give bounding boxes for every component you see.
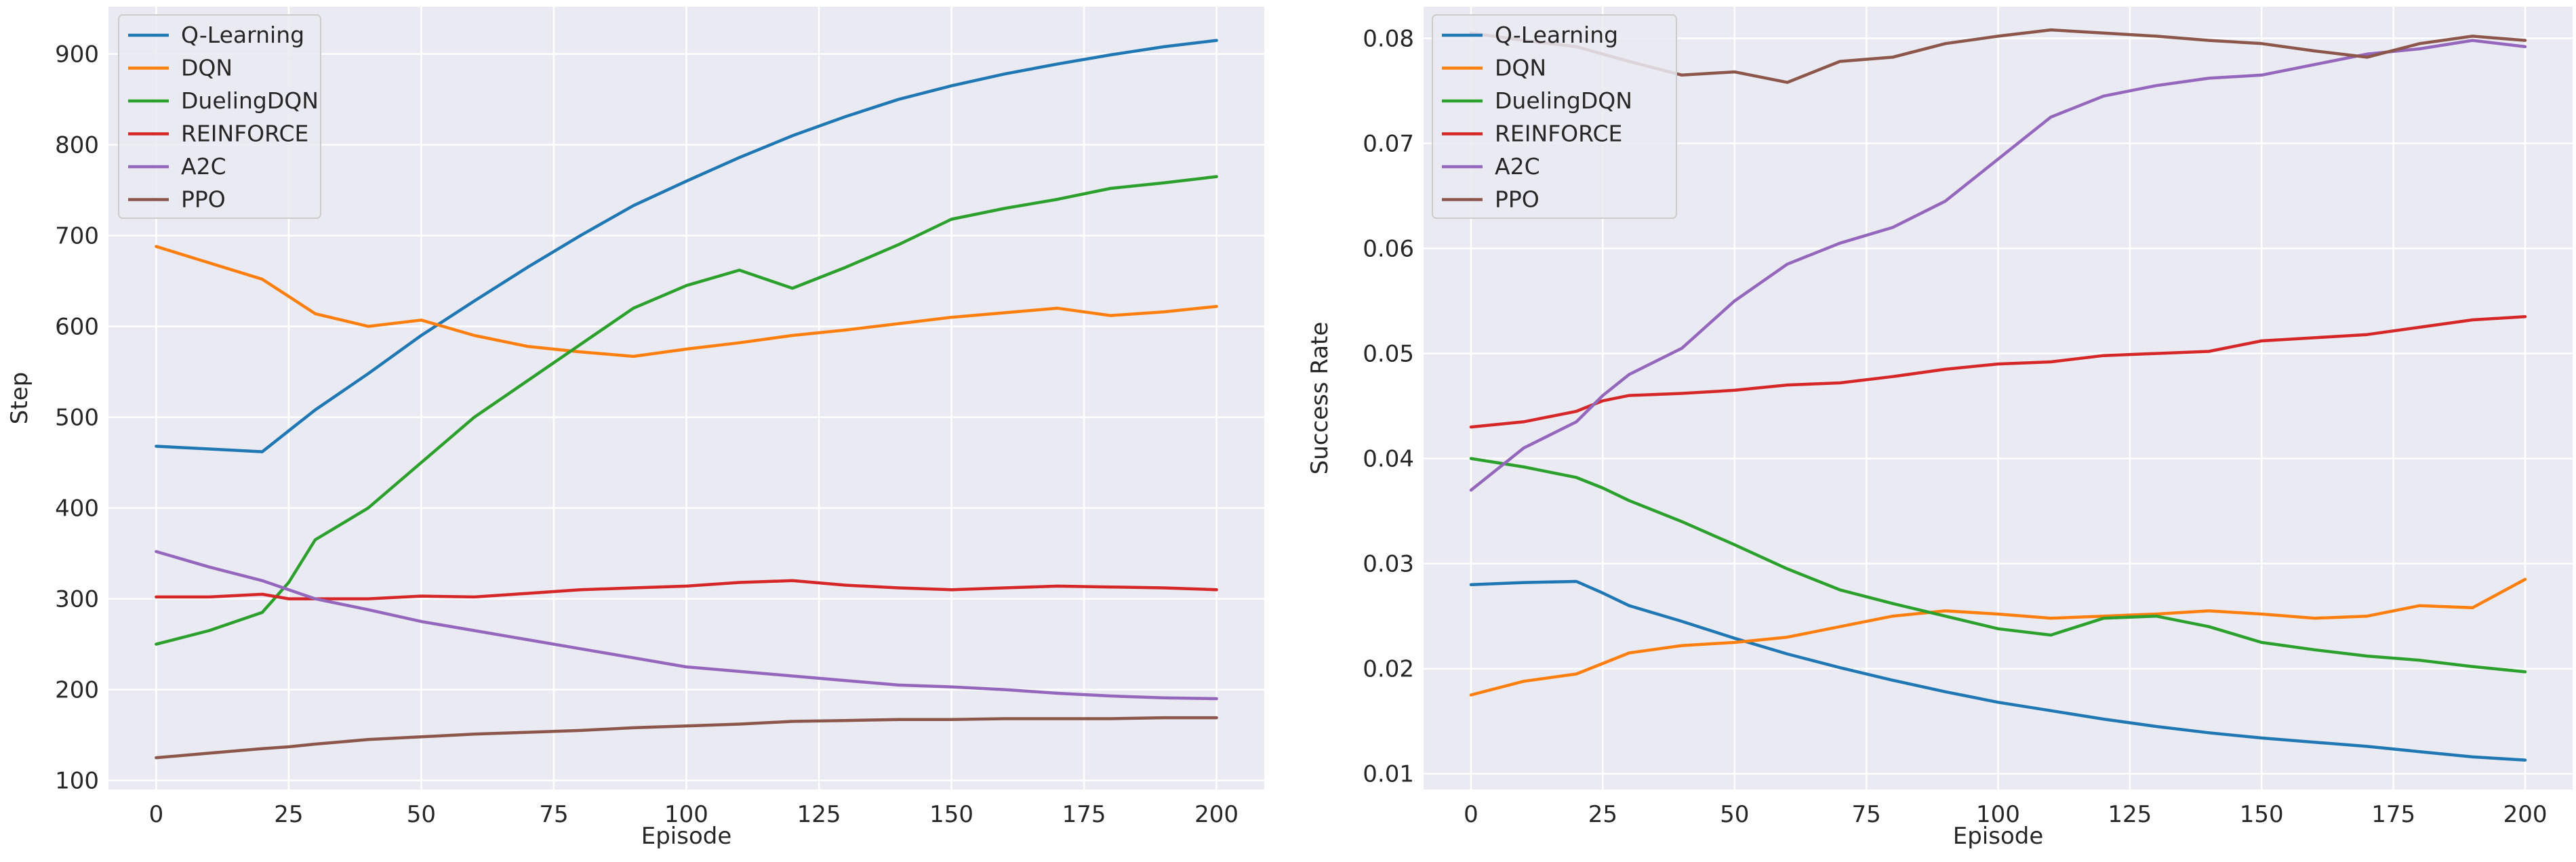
- x-tick-label: 50: [407, 801, 436, 828]
- legend-label: A2C: [181, 153, 226, 180]
- y-tick-label: 200: [55, 677, 99, 704]
- y-tick-label: 800: [55, 132, 99, 159]
- y-tick-label: 500: [55, 405, 99, 432]
- y-tick-label: 100: [55, 768, 99, 795]
- series-line-a2c: [155, 550, 1218, 701]
- legend: [118, 14, 321, 219]
- x-axis-label: Episode: [1953, 823, 2044, 850]
- x-tick-label: 75: [539, 801, 568, 828]
- x-tick-label: 50: [1720, 801, 1749, 828]
- x-tick-label: 175: [1062, 801, 1106, 828]
- y-tick-label: 0.01: [1363, 761, 1414, 788]
- series-line-ppo: [155, 716, 1218, 760]
- legend-label: DuelingDQN: [181, 87, 319, 114]
- x-axis-label: Episode: [641, 823, 732, 850]
- x-tick-label: 200: [1194, 801, 1239, 828]
- x-tick-label: 150: [929, 801, 973, 828]
- legend-label: Q-Learning: [181, 22, 304, 48]
- legend-label: REINFORCE: [181, 121, 308, 147]
- y-tick-label: 0.05: [1363, 341, 1414, 368]
- series-line-q-learning: [1469, 579, 2527, 762]
- chart-success-rate: 0 25 50 75 100 125 150 175 200 0.01 0.02 0.03 0.04 0.…: [1306, 7, 2573, 850]
- x-tick-label: 0: [1464, 801, 1478, 828]
- y-tick-label: 0.06: [1363, 236, 1414, 263]
- x-tick-label: 175: [2371, 801, 2415, 828]
- legend: [1432, 14, 1677, 219]
- x-tick-label: 75: [1851, 801, 1880, 828]
- series-line-reinforce: [155, 579, 1218, 600]
- y-tick-label: 400: [55, 495, 99, 522]
- x-tick-label: 100: [1976, 801, 2020, 828]
- legend-label: DuelingDQN: [1495, 87, 1632, 114]
- series-line-dqn: [1469, 577, 2527, 697]
- series-line-a2c: [1469, 39, 2527, 492]
- y-tick-label: 0.02: [1363, 656, 1414, 683]
- y-axis-label: Success Rate: [1306, 322, 1333, 475]
- y-tick-label: 0.08: [1363, 26, 1414, 53]
- series-line-duelingdqn: [155, 175, 1218, 646]
- y-axis-label: Step: [6, 372, 33, 424]
- y-tick-label: 700: [55, 223, 99, 250]
- legend-label: REINFORCE: [1495, 121, 1622, 147]
- y-tick-label: 600: [55, 314, 99, 341]
- series-line-duelingdqn: [1469, 457, 2527, 674]
- x-tick-label: 200: [2503, 801, 2548, 828]
- legend-label: A2C: [1495, 153, 1540, 180]
- x-tick-label: 25: [274, 801, 303, 828]
- legend-label: PPO: [181, 186, 226, 213]
- x-tick-label: 25: [1588, 801, 1617, 828]
- y-tick-label: 900: [55, 41, 99, 68]
- y-tick-label: 0.04: [1363, 446, 1414, 473]
- series-line-reinforce: [1469, 315, 2527, 429]
- series-line-dqn: [155, 245, 1218, 358]
- x-tick-label: 125: [797, 801, 841, 828]
- legend-label: DQN: [181, 55, 233, 81]
- x-tick-label: 100: [664, 801, 708, 828]
- chart-steps: 0 25 50 75 100 125 150 175 200 100 200 300 400 500 600…: [6, 7, 1264, 850]
- x-tick-label: 125: [2108, 801, 2152, 828]
- y-tick-label: 300: [55, 586, 99, 613]
- legend-label: PPO: [1495, 186, 1539, 213]
- legend-label: DQN: [1495, 55, 1546, 81]
- y-tick-label: 0.03: [1363, 551, 1414, 578]
- y-tick-label: 0.07: [1363, 131, 1414, 158]
- x-tick-label: 0: [149, 801, 164, 828]
- legend-label: Q-Learning: [1495, 22, 1618, 48]
- x-tick-label: 150: [2240, 801, 2284, 828]
- series-line-q-learning: [155, 39, 1218, 453]
